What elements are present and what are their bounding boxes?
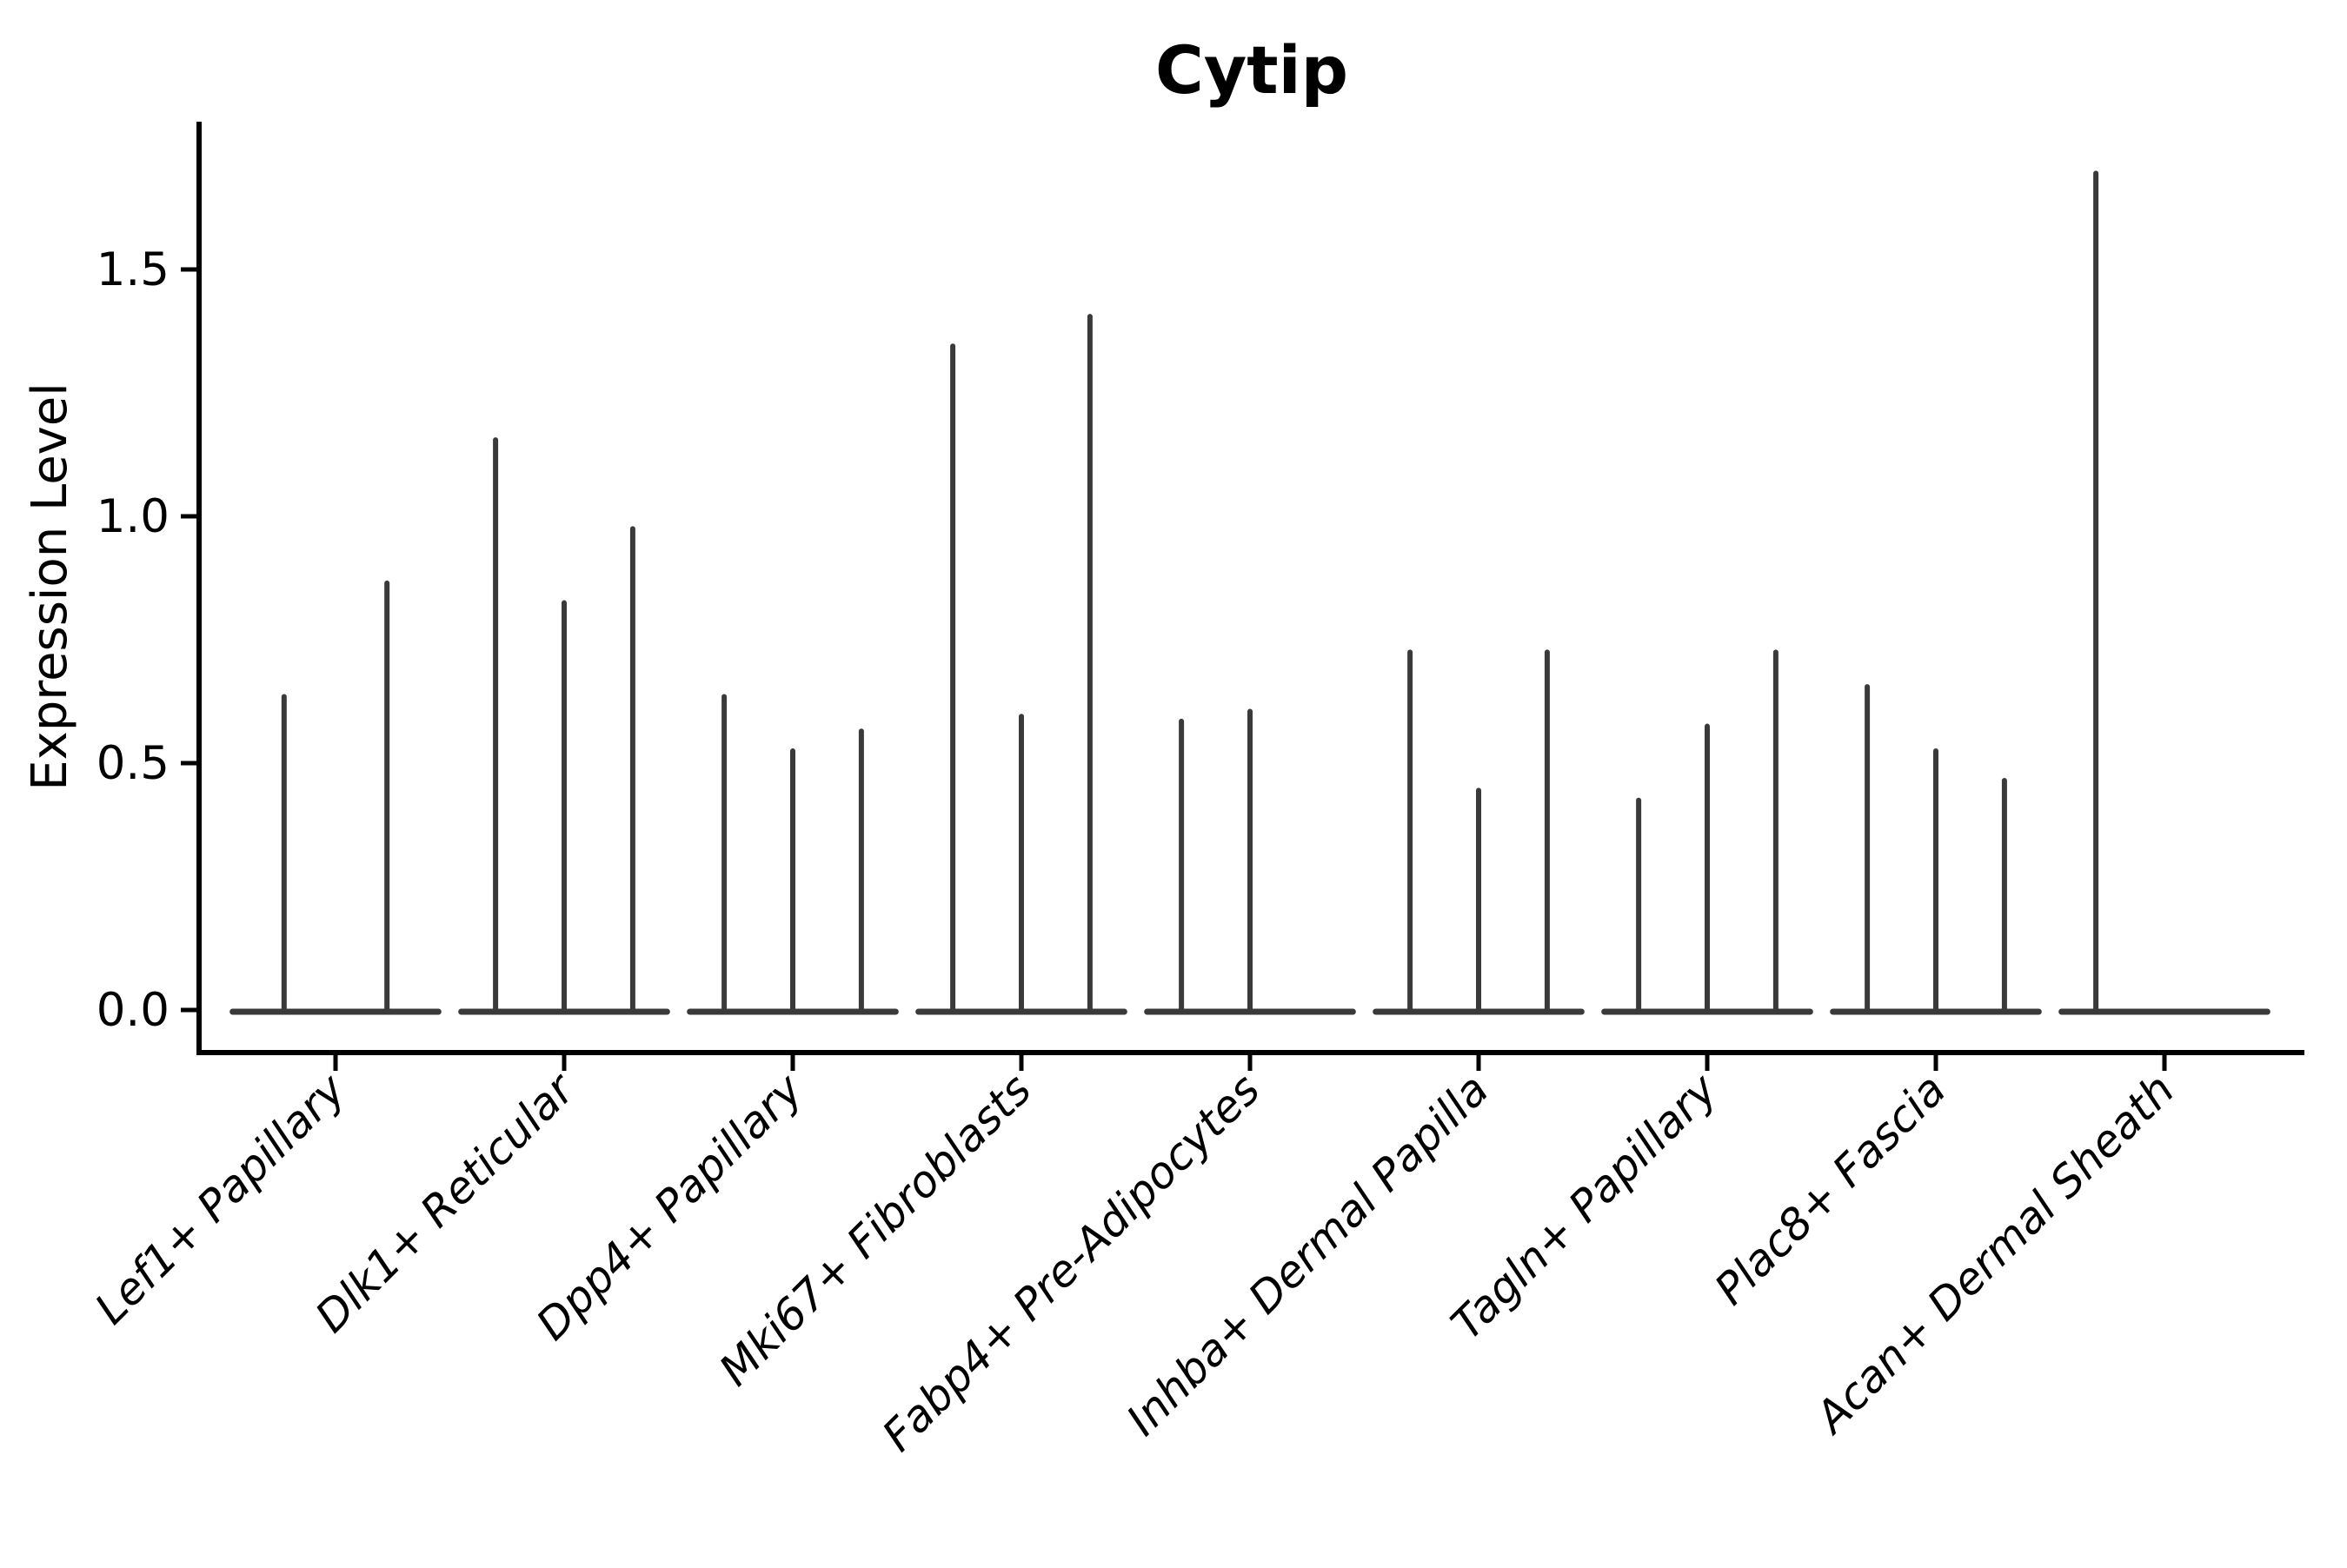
chart-title: Cytip — [1155, 31, 1348, 109]
y-axis-label: Expression Level — [22, 382, 78, 791]
x-tick-label: Fabp4+ Pre-Adipocytes — [873, 1064, 1270, 1461]
y-tick-label: 0.5 — [96, 737, 170, 790]
violin-group — [1144, 708, 1356, 1015]
y-axis-ticks: 0.0 0.5 1.0 1.5 — [96, 243, 199, 1037]
violin-group — [1373, 649, 1585, 1015]
violin-group — [1601, 649, 1813, 1015]
violin-group — [229, 580, 442, 1015]
violin-group — [458, 437, 670, 1015]
violin-group — [1830, 684, 2042, 1015]
x-tick-label: Acan+ Dermal Sheath — [1805, 1064, 2184, 1444]
x-tick-label: Inhba+ Dermal Papilla — [1117, 1064, 1498, 1445]
violin-group — [2058, 170, 2271, 1015]
y-tick-label: 1.5 — [96, 243, 170, 296]
violins — [229, 170, 2271, 1015]
y-tick-label: 1.0 — [96, 490, 170, 543]
violin-group — [687, 694, 899, 1015]
x-tick-label: Plac8+ Fascia — [1705, 1064, 1956, 1314]
violin-group — [915, 314, 1127, 1015]
y-tick-label: 0.0 — [96, 984, 170, 1037]
x-tick-label: Lef1+ Papillary — [85, 1063, 356, 1333]
